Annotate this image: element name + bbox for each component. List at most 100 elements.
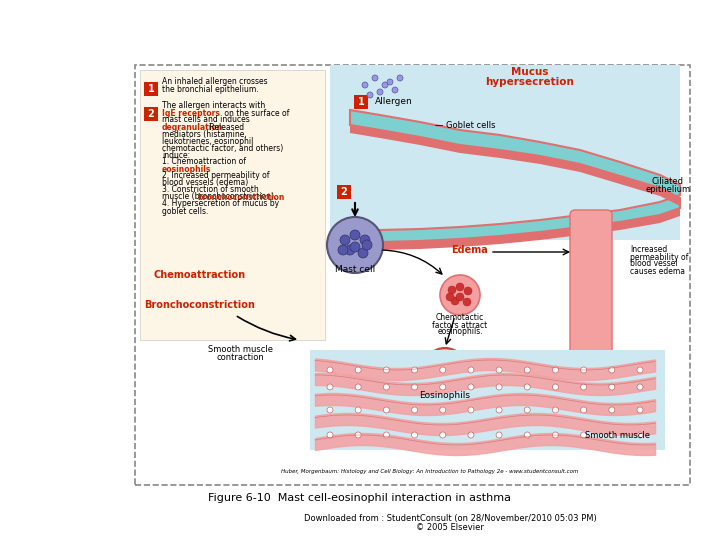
Text: 3. Constriction of smooth: 3. Constriction of smooth [162, 186, 258, 194]
Circle shape [355, 384, 361, 390]
Text: mediators (histamine,: mediators (histamine, [162, 130, 247, 138]
Circle shape [456, 283, 464, 291]
Circle shape [496, 384, 502, 390]
Text: Smooth muscle: Smooth muscle [585, 430, 650, 440]
FancyBboxPatch shape [144, 107, 158, 121]
Text: Eosinophils: Eosinophils [420, 390, 470, 400]
Circle shape [362, 82, 368, 88]
Circle shape [580, 367, 587, 373]
Circle shape [430, 367, 440, 377]
Circle shape [355, 432, 361, 438]
Circle shape [580, 407, 587, 413]
Circle shape [345, 245, 355, 255]
FancyBboxPatch shape [330, 65, 680, 240]
Circle shape [524, 407, 530, 413]
Text: 2. Increased permeability of: 2. Increased permeability of [162, 172, 269, 180]
Circle shape [463, 298, 471, 306]
Circle shape [580, 432, 587, 438]
Circle shape [609, 407, 615, 413]
Polygon shape [350, 125, 680, 250]
Circle shape [440, 367, 450, 377]
Text: 2: 2 [148, 109, 154, 119]
Text: © 2005 Elsevier: © 2005 Elsevier [416, 523, 484, 532]
Text: Edema: Edema [451, 245, 488, 255]
Circle shape [362, 240, 372, 250]
Text: Huber, Morgenbaum: Histology and Cell Biology: An Introduction to Pathology 2e -: Huber, Morgenbaum: Histology and Cell Bi… [282, 469, 579, 475]
Text: Mast cell: Mast cell [335, 266, 375, 274]
Circle shape [637, 367, 643, 373]
Text: Released: Released [207, 123, 244, 132]
Circle shape [468, 432, 474, 438]
FancyBboxPatch shape [135, 65, 690, 485]
Circle shape [383, 367, 390, 373]
Circle shape [435, 370, 445, 380]
FancyBboxPatch shape [570, 210, 612, 360]
Circle shape [440, 407, 446, 413]
Circle shape [444, 364, 454, 374]
Text: muscle (bronchoconstriction).: muscle (bronchoconstriction). [162, 192, 276, 201]
Circle shape [447, 372, 457, 382]
Circle shape [637, 384, 643, 390]
Circle shape [412, 407, 418, 413]
Text: induce:: induce: [162, 151, 190, 159]
Text: causes edema: causes edema [630, 267, 685, 275]
Text: bronchoconstriction: bronchoconstriction [197, 192, 284, 201]
Circle shape [392, 87, 398, 93]
Circle shape [397, 75, 403, 81]
Text: mast cells and induces: mast cells and induces [162, 116, 250, 125]
Text: Figure 6-10  Mast cell-eosinophil interaction in asthma: Figure 6-10 Mast cell-eosinophil interac… [209, 493, 511, 503]
Circle shape [327, 432, 333, 438]
Text: 1: 1 [358, 97, 364, 107]
Text: factors attract: factors attract [433, 321, 487, 329]
Circle shape [383, 432, 390, 438]
Circle shape [412, 432, 418, 438]
Circle shape [350, 242, 360, 252]
Circle shape [440, 432, 446, 438]
Text: 2: 2 [341, 187, 347, 197]
Circle shape [338, 245, 348, 255]
FancyBboxPatch shape [140, 70, 325, 340]
Text: Increased: Increased [630, 246, 667, 254]
Circle shape [552, 407, 559, 413]
Text: eosinophils: eosinophils [162, 165, 212, 173]
Circle shape [468, 367, 474, 373]
Circle shape [355, 367, 361, 373]
Text: eosinophils.: eosinophils. [437, 327, 483, 336]
Circle shape [367, 92, 373, 98]
Circle shape [382, 82, 388, 88]
Circle shape [496, 367, 502, 373]
Circle shape [464, 287, 472, 295]
Text: IgE receptors: IgE receptors [162, 109, 220, 118]
Circle shape [432, 361, 442, 371]
Circle shape [387, 79, 393, 85]
Text: An inhaled allergen crosses: An inhaled allergen crosses [162, 78, 268, 86]
Circle shape [456, 293, 464, 301]
Circle shape [358, 248, 368, 258]
Circle shape [412, 384, 418, 390]
Text: The allergen interacts with: The allergen interacts with [162, 102, 265, 111]
Text: chemotactic factor, and others): chemotactic factor, and others) [162, 144, 283, 152]
Text: hypersecretion: hypersecretion [485, 77, 575, 87]
Text: blood vessels (edema): blood vessels (edema) [162, 179, 248, 187]
FancyBboxPatch shape [310, 350, 665, 450]
Text: Smooth muscle: Smooth muscle [207, 346, 272, 354]
Circle shape [327, 217, 383, 273]
Circle shape [468, 384, 474, 390]
Circle shape [552, 384, 559, 390]
Circle shape [446, 293, 454, 301]
Circle shape [451, 297, 459, 305]
Text: Ciliated: Ciliated [652, 178, 684, 186]
Circle shape [580, 384, 587, 390]
Text: — Goblet cells: — Goblet cells [435, 120, 495, 130]
Text: Downloaded from : StudentConsult (on 28/November/2010 05:03 PM): Downloaded from : StudentConsult (on 28/… [304, 514, 596, 523]
Circle shape [448, 362, 458, 372]
Circle shape [468, 407, 474, 413]
Circle shape [360, 235, 370, 245]
Text: epithelium: epithelium [645, 186, 690, 194]
Circle shape [383, 384, 390, 390]
Circle shape [327, 384, 333, 390]
Text: 1: 1 [148, 84, 154, 94]
Text: permeability of: permeability of [630, 253, 688, 261]
Circle shape [327, 407, 333, 413]
Circle shape [496, 407, 502, 413]
